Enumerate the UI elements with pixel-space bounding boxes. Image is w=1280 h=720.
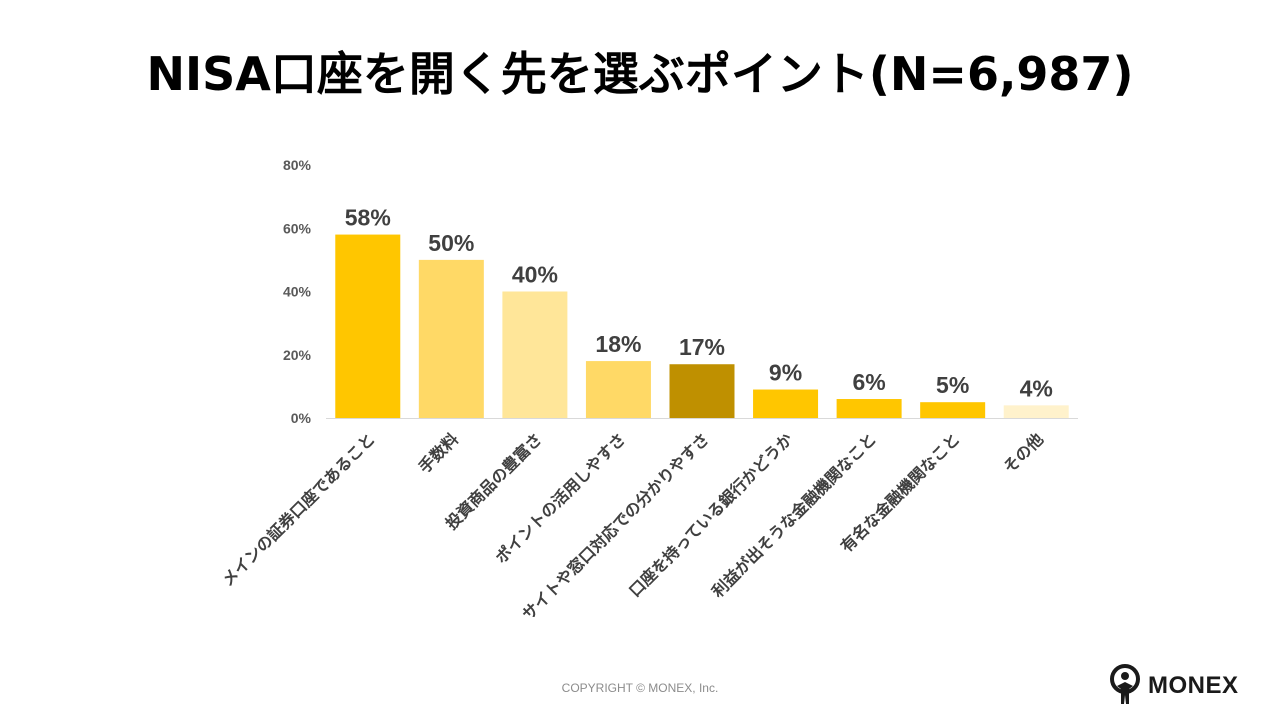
- y-tick-label: 20%: [283, 347, 312, 363]
- bar-value-label: 58%: [345, 205, 391, 231]
- category-label: メインの証券口座であること: [218, 429, 378, 589]
- bar: [418, 259, 484, 418]
- bar-value-label: 17%: [679, 334, 725, 360]
- category-label: 口座を持っている銀行かどうか: [625, 429, 796, 600]
- bar: [585, 361, 651, 418]
- bar-value-label: 9%: [769, 360, 802, 386]
- bar-value-label: 5%: [936, 372, 969, 398]
- monex-person-icon: [1110, 664, 1140, 704]
- bar-value-label: 6%: [852, 369, 885, 395]
- bar-value-label: 4%: [1020, 375, 1053, 401]
- category-label: その他: [1000, 429, 1047, 476]
- category-label: 利益が出そうな金融機関なこと: [708, 429, 880, 601]
- bar: [502, 291, 568, 418]
- category-labels: メインの証券口座であること 手数料投資商品の豊富さポイントの活用しやすさサイトや窓…: [218, 429, 1047, 623]
- bar: [836, 399, 902, 418]
- monex-logo: MONEX: [1108, 664, 1239, 708]
- bar-value-label: 40%: [512, 262, 558, 288]
- bar-value-label: 50%: [428, 230, 474, 256]
- y-tick-label: 0%: [291, 410, 312, 426]
- bar-value-label: 18%: [595, 331, 641, 357]
- bar: [920, 402, 986, 418]
- y-axis: 0% 20% 40% 60% 80%: [283, 157, 312, 426]
- category-label: サイトや窓口対応での分かりやすさ: [518, 429, 712, 623]
- y-tick-label: 40%: [283, 284, 312, 300]
- bar: [669, 364, 735, 418]
- bars: [335, 234, 1069, 418]
- copyright-text: COPYRIGHT © MONEX, Inc.: [561, 681, 719, 695]
- chart-title: NISA口座を開く先を選ぶポイント(N=6,987): [146, 47, 1134, 101]
- value-labels: 58% 50% 40% 18% 17% 9% 6% 5% 4%: [345, 205, 1053, 402]
- bar: [753, 389, 819, 418]
- bar-chart: 0% 20% 40% 60% 80% 58% 50% 40% 18% 17% 9% 6% 5% 4% メ…: [218, 157, 1078, 624]
- bar: [335, 234, 401, 418]
- category-label: 手数料: [415, 429, 462, 476]
- y-tick-label: 60%: [283, 220, 312, 236]
- y-tick-label: 80%: [283, 157, 312, 173]
- bar: [1003, 405, 1069, 418]
- logo-text: MONEX: [1148, 672, 1239, 699]
